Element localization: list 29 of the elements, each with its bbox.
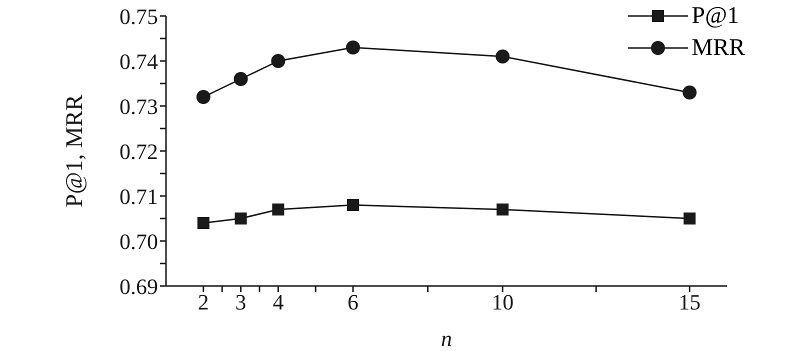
point [496, 204, 509, 216]
x-tick-label: 6 [348, 290, 358, 315]
point [234, 212, 247, 224]
y-tick-label: 0.72 [120, 138, 158, 164]
y-tick-label: 0.73 [120, 94, 158, 119]
x-tick-label: 3 [235, 290, 246, 315]
point [196, 90, 210, 104]
y-tick-label: 0.70 [120, 228, 158, 254]
point [682, 86, 697, 100]
point [347, 199, 359, 211]
x-axis-title: n [441, 326, 452, 351]
x-tick-label: 10 [492, 290, 514, 315]
y-axis-title: P@1, MRR [62, 94, 88, 208]
legend-label: P@1 [692, 2, 740, 30]
legend-label: MRR [692, 34, 745, 62]
point [234, 72, 248, 86]
y-tick-label: 0.75 [120, 4, 158, 29]
point [271, 54, 286, 68]
point [197, 217, 210, 229]
x-tick-label: 15 [678, 290, 701, 315]
point [272, 204, 284, 216]
y-tick-label: 0.74 [120, 48, 158, 74]
x-tick-label: 2 [198, 290, 209, 315]
y-tick-label: 0.69 [120, 274, 158, 299]
point [346, 40, 360, 54]
x-tick-label: 4 [272, 290, 284, 315]
point [684, 212, 696, 224]
y-tick-label: 0.71 [120, 184, 158, 209]
point [496, 50, 510, 64]
